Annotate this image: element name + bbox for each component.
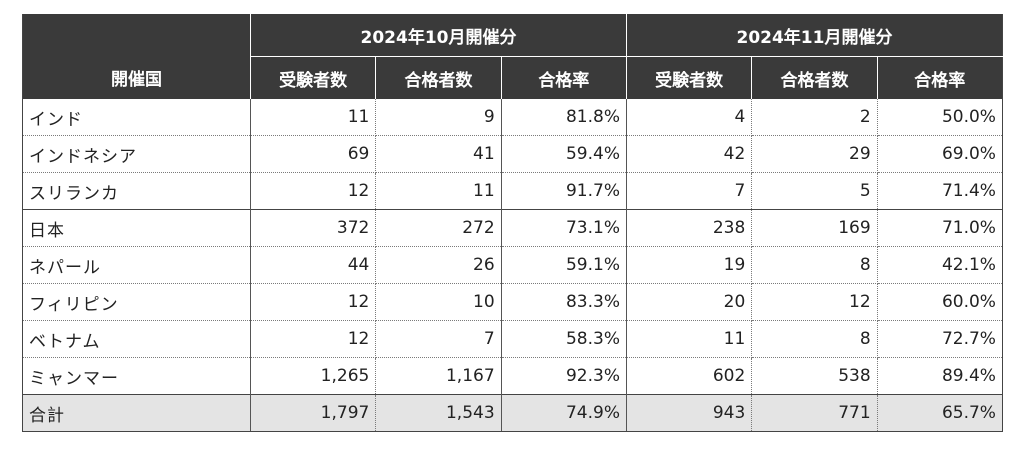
header-oct-rate: 合格率 <box>500 56 627 99</box>
oct-examinees-cell: 12 <box>250 283 377 321</box>
oct-rate-cell: 58.3% <box>501 320 627 358</box>
oct-passed-cell: 7 <box>375 320 502 358</box>
nov-examinees-cell: 4 <box>626 99 753 136</box>
oct-rate-cell: 92.3% <box>501 357 627 395</box>
table-row: スリランカ 12 11 91.7% 7 5 71.4% <box>22 172 1003 210</box>
nov-examinees-cell: 20 <box>626 283 753 321</box>
header-nov-rate: 合格率 <box>876 56 1003 99</box>
oct-passed-cell: 272 <box>375 209 502 247</box>
nov-passed-cell: 538 <box>751 357 878 395</box>
nov-examinees-cell: 7 <box>626 172 753 210</box>
nov-passed-cell: 29 <box>751 135 878 173</box>
total-oct-examinees-cell: 1,797 <box>250 394 377 432</box>
nov-passed-cell: 12 <box>751 283 878 321</box>
nov-examinees-cell: 602 <box>626 357 753 395</box>
nov-examinees-cell: 11 <box>626 320 753 358</box>
nov-passed-cell: 5 <box>751 172 878 210</box>
oct-rate-cell: 81.8% <box>501 99 627 136</box>
oct-examinees-cell: 44 <box>250 246 377 284</box>
header-nov-passed: 合格者数 <box>751 56 878 99</box>
nov-rate-cell: 71.4% <box>877 172 1003 210</box>
country-cell: 日本 <box>22 209 251 247</box>
oct-rate-cell: 59.4% <box>501 135 627 173</box>
country-cell: インドネシア <box>22 135 251 173</box>
oct-examinees-cell: 1,265 <box>250 357 377 395</box>
nov-passed-cell: 169 <box>751 209 878 247</box>
table-row: ベトナム 12 7 58.3% 11 8 72.7% <box>22 320 1003 358</box>
nov-rate-cell: 42.1% <box>877 246 1003 284</box>
table-row: ネパール 44 26 59.1% 19 8 42.1% <box>22 246 1003 284</box>
oct-passed-cell: 11 <box>375 172 502 210</box>
total-nov-rate-cell: 65.7% <box>877 394 1003 432</box>
oct-passed-cell: 1,167 <box>375 357 502 395</box>
oct-examinees-cell: 11 <box>250 99 377 136</box>
nov-rate-cell: 72.7% <box>877 320 1003 358</box>
oct-rate-cell: 73.1% <box>501 209 627 247</box>
country-cell: ベトナム <box>22 320 251 358</box>
nov-passed-cell: 2 <box>751 99 878 136</box>
header-group-nov: 2024年11月開催分 <box>625 14 1003 57</box>
exam-results-table: 2024年10月開催分 2024年11月開催分 開催国 受験者数 合格者数 合格… <box>22 14 1003 432</box>
total-oct-passed-cell: 1,543 <box>375 394 502 432</box>
oct-rate-cell: 59.1% <box>501 246 627 284</box>
table-row: フィリピン 12 10 83.3% 20 12 60.0% <box>22 283 1003 321</box>
country-cell: フィリピン <box>22 283 251 321</box>
header-oct-passed: 合格者数 <box>375 56 502 99</box>
oct-examinees-cell: 69 <box>250 135 377 173</box>
table-body: インド 11 9 81.8% 4 2 50.0% インドネシア 69 41 59… <box>22 99 1003 432</box>
oct-passed-cell: 9 <box>375 99 502 136</box>
country-cell: ミャンマー <box>22 357 251 395</box>
table-row: 日本 372 272 73.1% 238 169 71.0% <box>22 209 1003 247</box>
header-group-oct: 2024年10月開催分 <box>250 14 627 57</box>
oct-examinees-cell: 12 <box>250 320 377 358</box>
oct-examinees-cell: 12 <box>250 172 377 210</box>
total-oct-rate-cell: 74.9% <box>501 394 627 432</box>
nov-examinees-cell: 238 <box>626 209 753 247</box>
country-cell: スリランカ <box>22 172 251 210</box>
results-table-container: 2024年10月開催分 2024年11月開催分 開催国 受験者数 合格者数 合格… <box>22 14 1003 432</box>
header-oct-examinees: 受験者数 <box>249 56 376 99</box>
oct-passed-cell: 10 <box>375 283 502 321</box>
nov-rate-cell: 69.0% <box>877 135 1003 173</box>
country-cell: ネパール <box>22 246 251 284</box>
header-country: 開催国 <box>22 56 251 99</box>
table-row: インド 11 9 81.8% 4 2 50.0% <box>22 99 1003 136</box>
oct-examinees-cell: 372 <box>250 209 377 247</box>
total-nov-passed-cell: 771 <box>751 394 878 432</box>
table-header: 2024年10月開催分 2024年11月開催分 開催国 受験者数 合格者数 合格… <box>22 14 1003 99</box>
nov-rate-cell: 71.0% <box>877 209 1003 247</box>
oct-passed-cell: 26 <box>375 246 502 284</box>
nov-passed-cell: 8 <box>751 246 878 284</box>
nov-rate-cell: 89.4% <box>877 357 1003 395</box>
total-nov-examinees-cell: 943 <box>626 394 753 432</box>
oct-rate-cell: 83.3% <box>501 283 627 321</box>
table-row: ミャンマー 1,265 1,167 92.3% 602 538 89.4% <box>22 357 1003 395</box>
total-row: 合計 1,797 1,543 74.9% 943 771 65.7% <box>22 394 1003 432</box>
nov-passed-cell: 8 <box>751 320 878 358</box>
country-cell: インド <box>22 99 251 136</box>
nov-examinees-cell: 42 <box>626 135 753 173</box>
nov-rate-cell: 50.0% <box>877 99 1003 136</box>
nov-examinees-cell: 19 <box>626 246 753 284</box>
oct-rate-cell: 91.7% <box>501 172 627 210</box>
header-nov-examinees: 受験者数 <box>625 56 752 99</box>
table-row: インドネシア 69 41 59.4% 42 29 69.0% <box>22 135 1003 173</box>
header-blank <box>22 14 251 57</box>
oct-passed-cell: 41 <box>375 135 502 173</box>
total-label-cell: 合計 <box>22 394 251 432</box>
nov-rate-cell: 60.0% <box>877 283 1003 321</box>
